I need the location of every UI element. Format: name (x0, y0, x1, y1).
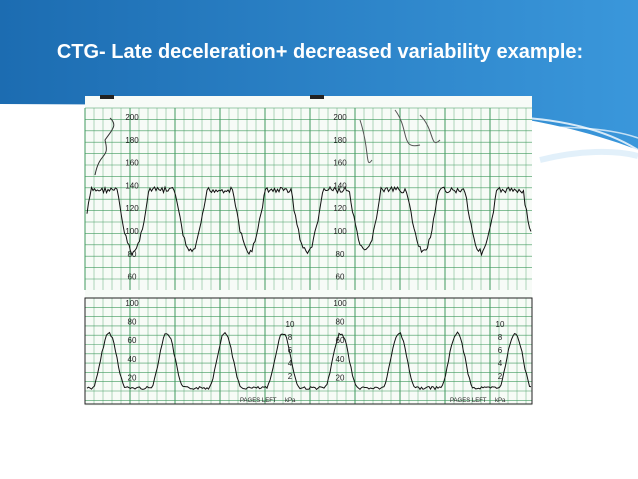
fhr-scale-label: 120 (125, 204, 139, 213)
toco-scale-label: 20 (336, 373, 345, 382)
panel-border (84, 297, 533, 405)
fhr-scale-label: 80 (128, 250, 137, 259)
handwriting (359, 109, 441, 163)
toco-scale-label: 40 (128, 355, 137, 364)
footer-unit: kPa (285, 398, 296, 404)
grid (84, 95, 533, 405)
fhr-scale-label: 200 (333, 113, 347, 122)
kpa-scale-label: 4 (288, 359, 293, 368)
fhr-scale-label: 180 (333, 136, 347, 145)
toco-scale-label: 100 (333, 299, 347, 308)
kpa-scale-label: 4 (498, 359, 503, 368)
traces (86, 109, 532, 391)
kpa-scale-label: 6 (288, 346, 293, 355)
toco-scale-label: 40 (336, 355, 345, 364)
toco-scale-label: 100 (125, 299, 139, 308)
kpa-scale-label: 8 (498, 333, 503, 342)
footer-label: PAGES LEFT (450, 398, 487, 404)
kpa-scale-label: 10 (286, 320, 295, 329)
fhr-scale-label: 100 (125, 227, 139, 236)
top-bar (100, 95, 114, 99)
kpa-scale-label: 6 (498, 346, 503, 355)
fhr-scale-label: 80 (336, 250, 345, 259)
toco-scale-label: 80 (336, 318, 345, 327)
toco-trace (86, 331, 532, 391)
fhr-scale-label: 60 (128, 273, 137, 282)
fhr-scale-label: 160 (333, 159, 347, 168)
swoosh (539, 148, 638, 163)
fhr-trace (86, 185, 532, 257)
fhr-scale-label: 180 (125, 136, 139, 145)
fhr-scale-label: 100 (333, 227, 347, 236)
kpa-scale-label: 8 (288, 333, 293, 342)
top-bar (310, 95, 324, 99)
toco-scale-label: 60 (128, 336, 137, 345)
labels: 200 180 160 140 120 100 80 60 100 80 60 40 20 200 180 1… (125, 113, 506, 404)
fhr-scale-label: 60 (336, 273, 345, 282)
toco-scale-label: 20 (128, 373, 137, 382)
kpa-scale-label: 2 (498, 372, 503, 381)
footer-unit: kPa (495, 398, 506, 404)
toco-scale-label: 80 (128, 318, 137, 327)
footer-label: PAGES LEFT (240, 398, 277, 404)
fhr-scale-label: 140 (125, 181, 139, 190)
fhr-scale-label: 160 (125, 159, 139, 168)
fhr-scale-label: 200 (125, 113, 139, 122)
fhr-scale-label: 120 (333, 204, 347, 213)
slide-title: CTG- Late deceleration+ decreased variab… (56, 41, 584, 63)
kpa-scale-label: 2 (288, 372, 293, 381)
kpa-scale-label: 10 (496, 320, 505, 329)
toco-scale-label: 60 (336, 336, 345, 345)
handwriting (94, 117, 115, 176)
fhr-scale-label: 140 (333, 181, 347, 190)
